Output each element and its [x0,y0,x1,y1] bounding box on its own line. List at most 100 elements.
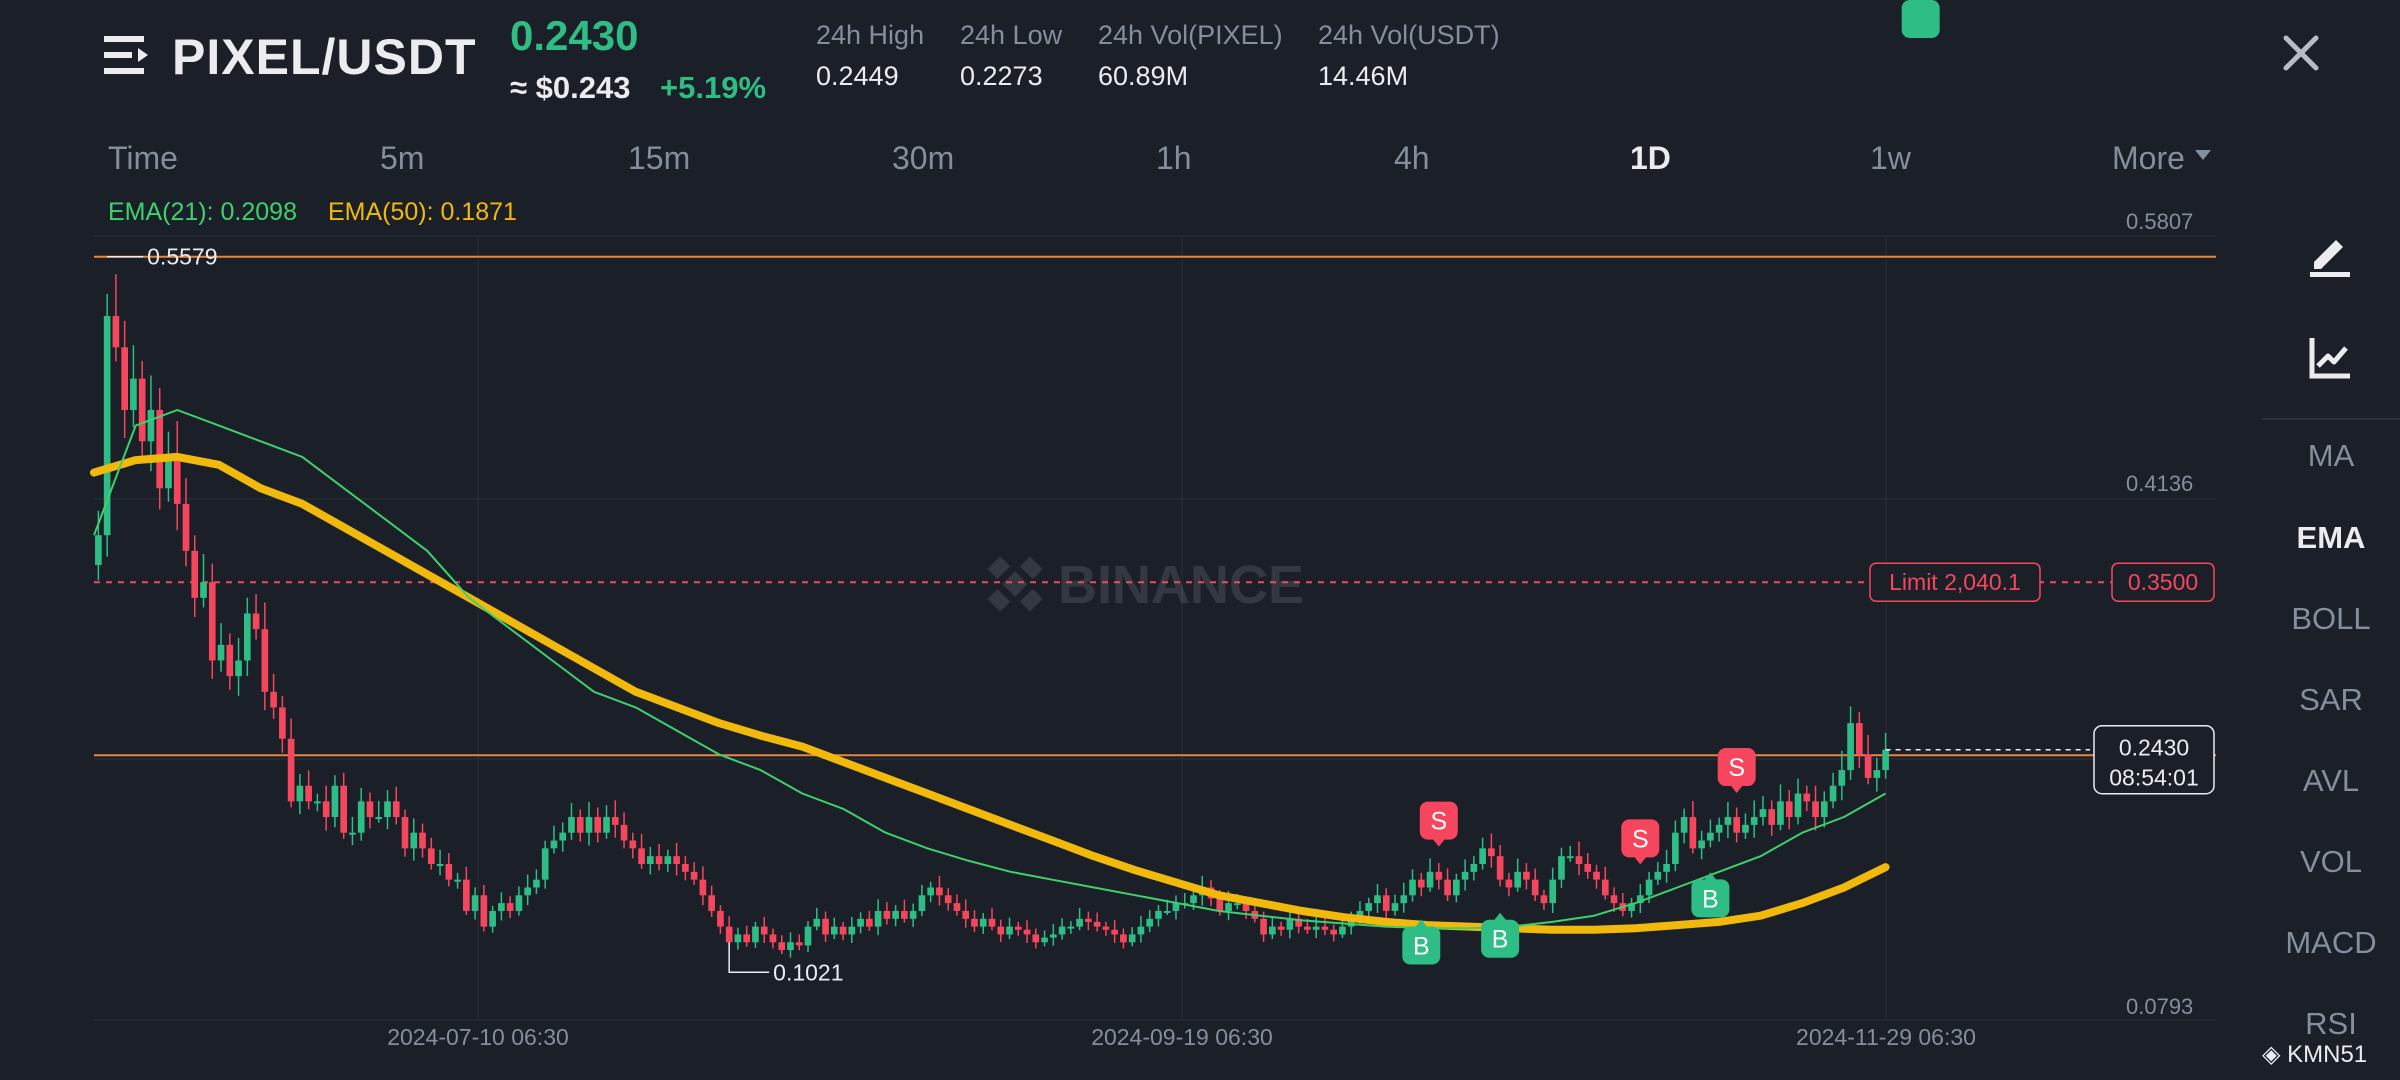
candle-body [690,871,698,880]
tab-1w[interactable]: 1w [1870,140,1911,176]
candle-up [410,818,418,861]
candle-body [366,801,374,818]
candle-body [1785,801,1793,818]
candle-down [445,853,453,887]
candle-up [533,869,540,895]
candle-up [979,913,987,934]
chart-line-icon[interactable] [2302,330,2358,386]
candle-body [1689,817,1697,849]
pair-title[interactable]: PIXEL/USDT [172,29,477,85]
candle-up [1715,817,1723,842]
ema50-line [90,452,1890,934]
marker-badge [1419,801,1458,840]
draw-pen-icon[interactable] [2302,224,2358,280]
candle-body [147,409,155,442]
buy-marker: B [1402,919,1441,965]
candle-down [182,478,190,567]
tab-5m[interactable]: 5m [380,140,425,176]
candle-down [427,837,435,870]
candle-up [1470,855,1478,881]
candle-down [1277,921,1285,936]
stat-label: 24h High [816,20,925,50]
candle-down [795,934,803,951]
candle-down [620,812,628,849]
candle-up [1873,757,1881,792]
candle-body [620,824,628,841]
candle-body [1479,848,1486,864]
candle-body [927,887,935,896]
candle-body [1041,937,1048,943]
indicator-sar[interactable]: SAR [2299,682,2363,717]
marker-label: B [1492,926,1509,954]
tab-more[interactable]: More [2112,140,2211,177]
candle-down [1540,889,1548,910]
candle-up [1707,819,1714,848]
candle-up [550,825,558,854]
candle-body [1864,754,1872,778]
candle-body [1461,871,1469,880]
buy-marker: B [1901,0,1940,38]
indicator-rsi[interactable]: RSI [2305,1006,2357,1041]
indicator-boll[interactable]: BOLL [2291,601,2371,636]
marker-badge [1402,926,1441,965]
candle-down [1785,790,1793,830]
candle-body [778,942,786,951]
candle-down [419,823,426,858]
tab-4h[interactable]: 4h [1394,140,1430,176]
candle-up [585,802,593,846]
candle-body [1067,926,1075,929]
indicator-macd[interactable]: MACD [2285,925,2377,960]
candle-up [1067,921,1075,934]
candle-body [1820,801,1828,818]
candle-body [1435,871,1443,880]
candle-body [1882,749,1889,771]
candle-down [1584,853,1592,879]
watermark-text: BINANCE [1058,555,1304,615]
candle-body [611,817,619,825]
candle-body [1470,863,1478,872]
candle-down [506,896,514,919]
close-icon[interactable] [2276,28,2326,78]
candle-down [1812,785,1819,831]
menu-icon[interactable] [104,34,150,78]
candle-body [1575,856,1583,864]
header: PIXEL/USDT 0.2430 ≈ $0.243 +5.19% 24h Hi… [0,0,2400,130]
tab-time[interactable]: Time [108,140,178,176]
candle-body [130,378,137,410]
tab-30m[interactable]: 30m [892,140,955,176]
marker-badge [1481,919,1520,958]
indicator-ma[interactable]: MA [2307,438,2355,473]
candle-body [804,926,812,946]
tab-1h[interactable]: 1h [1156,140,1192,176]
tab-1d[interactable]: 1D [1630,140,1671,176]
candle-body [1032,934,1040,943]
candle-down [287,718,295,808]
candle-body [165,456,172,489]
indicator-ema[interactable]: EMA [2296,520,2366,555]
stat-value: 14.46M [1318,61,1409,91]
candle-down [1032,928,1040,949]
candle-down [270,673,277,719]
stat-value: 0.2449 [816,61,899,91]
candle-body [1085,918,1092,922]
candle-up [813,907,821,931]
candle-down [463,866,470,915]
indicator-avl[interactable]: AVL [2302,763,2360,798]
candle-body [156,409,164,489]
candle-down [1085,911,1092,931]
tab-15m[interactable]: 15m [628,140,691,176]
binance-logo-icon: ◈ [2262,1041,2288,1068]
candle-body [1514,871,1521,888]
candle-up [1742,813,1749,839]
candle-body [901,910,908,919]
candle-body [918,895,926,911]
indicator-vol[interactable]: VOL [2299,844,2363,879]
candle-body [357,801,365,833]
candle-body [1680,817,1688,833]
candle-up [1847,706,1854,780]
candle-body [813,918,821,927]
candle-down [1102,921,1110,936]
candle-body [1768,809,1776,825]
candle-up [804,921,812,953]
